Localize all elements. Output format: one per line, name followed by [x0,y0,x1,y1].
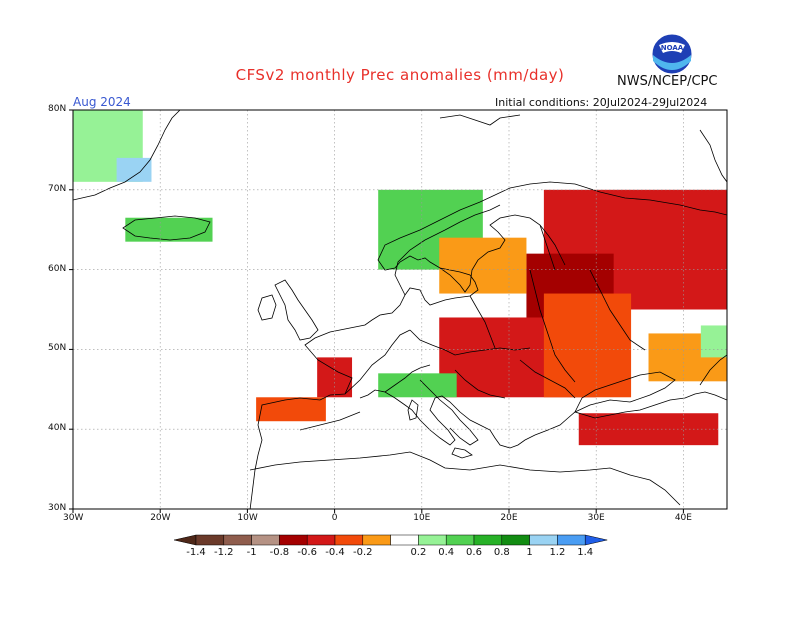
colorbar-swatch [501,534,530,546]
colorbar-label: 0.2 [410,547,427,558]
colorbar-label: 1.2 [549,547,566,558]
lon-label: 10E [413,513,431,523]
colorbar-swatch [418,534,447,546]
lat-label: 50N [48,343,67,354]
noaa-logo: NOAA [651,33,693,75]
chart-title: CFSv2 monthly Prec anomalies (mm/day) [235,66,565,84]
anomaly-region-scandinavia-south [439,237,527,294]
colorbar-label: 1.4 [577,547,594,558]
colorbar-swatch [306,534,336,546]
lon-label: 10W [237,513,258,523]
colorbar-label: 0.4 [438,547,455,558]
colorbar-swatch [445,534,475,546]
colorbar-swatch [251,534,280,546]
anomaly-regions [73,110,727,446]
colorbar-label: -1.4 [186,547,206,558]
colorbar [173,534,608,546]
lat-label: 40N [48,423,67,434]
colorbar-swatch [362,534,391,546]
lon-label: 30W [63,513,84,523]
logo-text: NOAA [661,44,684,52]
lon-label: 40E [674,513,692,523]
colorbar-swatch [334,534,364,546]
colorbar-label: -1.2 [214,547,234,558]
anomaly-region-iceland [125,217,213,242]
initial-conditions: Initial conditions: 20Jul2024-29Jul2024 [495,96,708,109]
anomaly-region-urals-west [700,325,727,358]
colorbar-swatch [529,534,558,546]
map-border [72,109,728,510]
colorbar-label: -0.2 [353,547,373,558]
colorbar-swatch [195,534,225,546]
colorbar-swatch [390,534,419,546]
colorbar-label: 0.6 [466,547,482,558]
graticule [73,110,727,509]
lon-label: 20W [150,513,171,523]
colorbar-swatch [473,534,503,546]
axis-ticks [69,109,684,513]
valid-month: Aug 2024 [73,95,131,109]
colorbar-label: 1 [526,547,533,558]
lon-label: 20E [500,513,518,523]
lat-label: 60N [48,263,67,274]
anomaly-region-alps [378,373,457,398]
colorbar-swatch [557,534,586,546]
lat-label: 30N [48,503,67,513]
anomaly-region-greenland-blue [116,157,152,182]
lon-label: 30E [587,513,605,523]
lat-label: 80N [48,104,67,114]
colorbar-label: -1 [246,547,257,558]
anomaly-region-iberia-north [256,397,326,422]
colorbar-label: 0.8 [493,547,510,558]
coastlines [73,110,727,509]
colorbar-swatch [279,534,308,546]
colorbar-label: -0.4 [325,547,345,558]
lat-label: 70N [48,183,67,194]
colorbar-label: -0.8 [269,547,290,558]
anomaly-region-eastern-europe [543,293,632,398]
agency-label: NWS/NCEP/CPC [617,74,718,89]
lon-label: 0 [331,513,338,523]
colorbar-label: -0.6 [297,547,317,558]
colorbar-high-arrow [584,534,608,546]
colorbar-swatch [223,534,252,546]
colorbar-low-arrow [173,534,197,546]
